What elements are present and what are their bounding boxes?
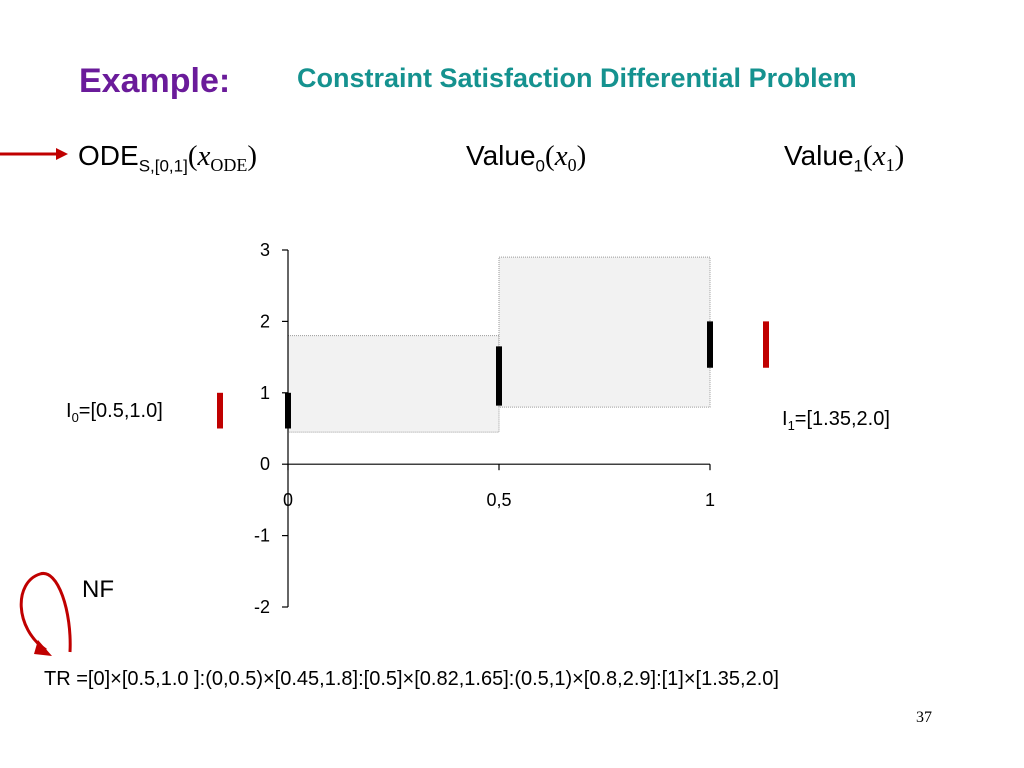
point-intervals [285,321,713,429]
ode-close-paren: ) [247,140,258,172]
nf-label: NF [82,576,114,603]
y-tick-label: 3 [260,240,270,260]
ode-main: ODE [78,140,139,171]
value1-main: Value [784,140,854,171]
i0-main: I [66,400,72,422]
i1-value: =[1.35,2.0] [794,408,890,430]
x-tick-label: 0,5 [486,490,511,510]
ode-variable-subscript: ODE [210,155,248,175]
value1-close-paren: ) [894,140,905,172]
slide-title: Constraint Satisfaction Differential Pro… [297,63,857,93]
i0-label: I0=[0.5,1.0] [66,400,163,425]
i1-subscript: 1 [787,418,795,433]
page-number: 37 [916,709,932,726]
solution-boxes [287,256,711,433]
value1-variable: x [872,140,886,172]
value1-label: Value1(x1) [784,140,904,177]
value0-variable-subscript: 0 [567,155,577,175]
value0-main: Value [466,140,536,171]
ode-open-paren: ( [187,140,198,172]
value0-variable: x [554,140,568,172]
value1-open-paren: ( [863,140,873,172]
tr-label: TR =[0]×[0.5,1.0 ]:(0,0.5)×[0.45,1.8]:[0… [44,668,779,690]
ode-label: ODES,[0,1](xODE) [78,140,257,177]
chart-axes: 3 2 1 0 -1 -2 0 0,5 1 [254,240,715,617]
constraint-intervals [217,321,769,429]
ode-subscript: S,[0,1] [138,156,188,176]
ode-variable: x [197,140,211,172]
value0-open-paren: ( [545,140,555,172]
y-tick-label: 0 [260,454,270,474]
y-tick-label: 1 [260,383,270,403]
loop-arrow-icon [19,572,72,656]
y-tick-label: -1 [254,526,270,546]
value0-close-paren: ) [576,140,587,172]
value0-label: Value0(x0) [466,140,586,177]
solution-box-0 [287,335,500,433]
value1-variable-subscript: 1 [885,155,895,175]
value1-subscript: 1 [853,156,864,176]
i1-main: I [782,408,788,430]
i0-subscript: 0 [71,410,79,425]
x-tick-label: 0 [283,490,293,510]
arrow-right-icon [0,148,68,160]
example-heading: Example: [79,62,231,100]
y-tick-label: -2 [254,597,270,617]
i1-label: I1=[1.35,2.0] [782,408,890,433]
value0-subscript: 0 [535,156,546,176]
solution-box-1 [498,256,711,408]
i0-value: =[0.5,1.0] [78,400,163,422]
y-tick-label: 2 [260,311,270,331]
x-tick-label: 1 [705,490,715,510]
